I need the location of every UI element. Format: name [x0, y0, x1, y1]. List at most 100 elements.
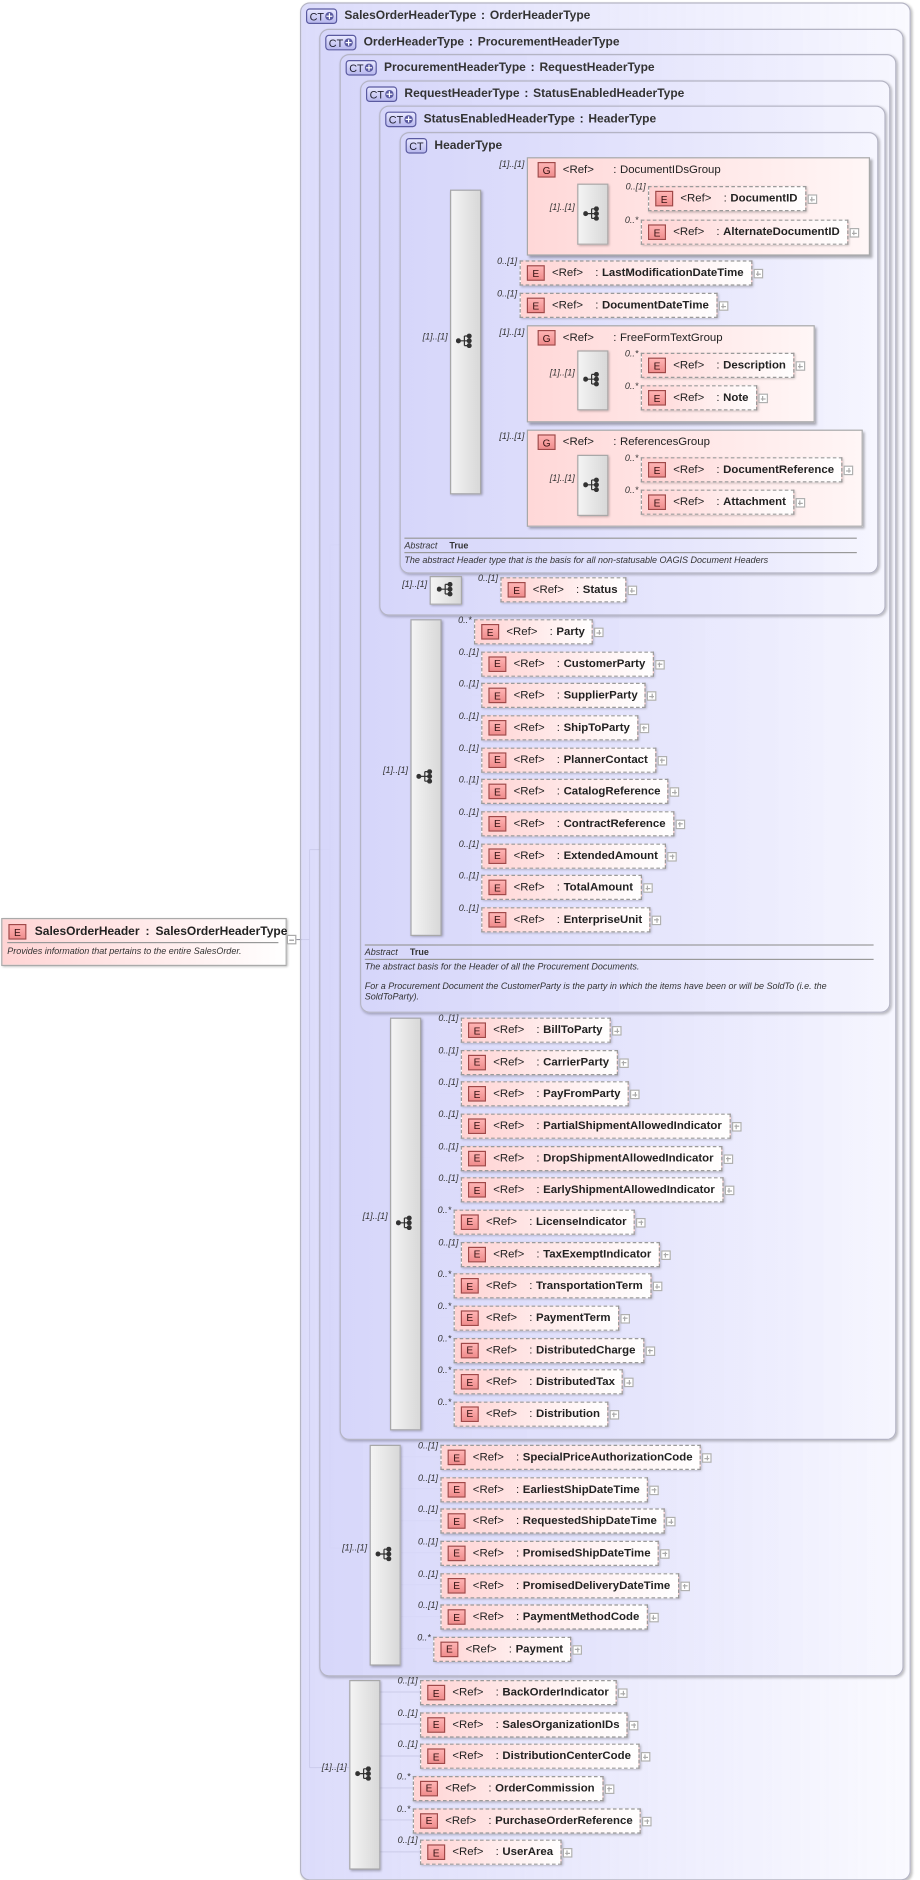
- expand-icon[interactable]: [679, 1581, 690, 1591]
- complex-type-header[interactable]: CT StatusEnabledHeaderType: HeaderType: [385, 111, 656, 128]
- expand-icon[interactable]: [723, 1153, 733, 1164]
- element-box[interactable]: E <Ref>: CustomerParty: [481, 651, 665, 677]
- element-box[interactable]: E <Ref>: ExtendedAmount: [481, 843, 678, 869]
- expand-icon[interactable]: [562, 1848, 573, 1858]
- expand-icon[interactable]: [627, 585, 637, 596]
- expand-icon[interactable]: [795, 498, 806, 508]
- expand-icon[interactable]: [645, 1345, 655, 1356]
- element-box[interactable]: E <Ref>: TransportationTerm: [453, 1273, 663, 1299]
- element-box[interactable]: E <Ref>: BillToParty: [460, 1017, 622, 1043]
- element-box[interactable]: E <Ref>: Status: [500, 577, 637, 603]
- expand-icon[interactable]: [660, 1249, 671, 1260]
- expand-icon[interactable]: [660, 1549, 670, 1559]
- element-box[interactable]: E <Ref>: UserArea: [420, 1839, 573, 1866]
- expand-icon[interactable]: [630, 1089, 640, 1100]
- element-box[interactable]: E <Ref>: PurchaseOrderReference: [412, 1807, 652, 1834]
- expand-icon[interactable]: [618, 1688, 629, 1699]
- expand-icon[interactable]: [636, 1217, 646, 1228]
- element-box[interactable]: E <Ref>: SupplierParty: [481, 683, 657, 709]
- element-box[interactable]: E <Ref>: EnterpriseUnit: [481, 907, 662, 933]
- sequence-compositor[interactable]: [577, 454, 609, 516]
- element-box[interactable]: E <Ref>: SalesOrganizationIDs: [420, 1711, 639, 1738]
- complex-type-header[interactable]: CT RequestHeaderType: StatusEnabledHeaderT…: [366, 86, 684, 103]
- expand-icon[interactable]: [620, 1313, 630, 1324]
- expand-icon[interactable]: [618, 1057, 629, 1068]
- element-box[interactable]: E <Ref>: Payment: [433, 1636, 583, 1662]
- element-box[interactable]: E <Ref>: PaymentTerm: [453, 1305, 630, 1331]
- element-box[interactable]: E <Ref>: PlannerContact: [481, 747, 668, 773]
- sequence-compositor[interactable]: [410, 619, 442, 937]
- sequence-compositor[interactable]: [369, 1444, 401, 1666]
- sequence-compositor[interactable]: [429, 576, 463, 605]
- element-box[interactable]: E <Ref>: PayFromParty: [460, 1081, 640, 1107]
- element-box[interactable]: E <Ref>: DistributionCenterCode: [420, 1743, 651, 1770]
- element-box[interactable]: E <Ref>: DocumentDateTime: [519, 292, 729, 318]
- expand-icon[interactable]: [624, 1377, 635, 1388]
- expand-icon[interactable]: [642, 883, 653, 894]
- complex-type-header[interactable]: CT OrderHeaderType: ProcurementHeaderType: [325, 34, 620, 51]
- expand-icon[interactable]: [795, 361, 806, 371]
- element-box[interactable]: E <Ref>: Attachment: [640, 489, 806, 515]
- element-box[interactable]: E <Ref>: EarliestShipDateTime: [440, 1476, 659, 1502]
- expand-icon[interactable]: [702, 1453, 712, 1463]
- expand-icon[interactable]: [612, 1026, 622, 1036]
- element-box[interactable]: E <Ref>: DistributedTax: [453, 1369, 635, 1395]
- expand-icon[interactable]: [609, 1409, 620, 1420]
- expand-icon[interactable]: [843, 465, 854, 476]
- element-box[interactable]: E <Ref>: DistributedCharge: [453, 1337, 655, 1363]
- expand-icon[interactable]: [647, 691, 657, 702]
- complex-type-header[interactable]: CT HeaderType: [405, 138, 502, 154]
- expand-icon[interactable]: [667, 851, 678, 862]
- element-box[interactable]: E <Ref>: PromisedShipDateTime: [440, 1540, 670, 1566]
- sequence-compositor[interactable]: [577, 350, 609, 411]
- expand-icon[interactable]: [675, 819, 685, 830]
- sequence-compositor[interactable]: [349, 1680, 381, 1870]
- element-box[interactable]: E <Ref>: DropShipmentAllowedIndicator: [460, 1145, 733, 1171]
- expand-icon[interactable]: [639, 723, 650, 734]
- expand-icon[interactable]: [807, 194, 817, 205]
- root-element-box[interactable]: E SalesOrderHeader : SalesOrderHeaderTyp…: [1, 918, 287, 967]
- complex-type-header[interactable]: CT SalesOrderHeaderType: OrderHeaderType: [306, 8, 590, 24]
- element-box[interactable]: E <Ref>: Party: [474, 619, 605, 645]
- element-box[interactable]: E <Ref>: CarrierParty: [460, 1049, 629, 1075]
- element-box[interactable]: E <Ref>: PartialShipmentAllowedIndicator: [460, 1113, 741, 1139]
- expand-icon[interactable]: [753, 268, 763, 279]
- element-box[interactable]: E <Ref>: TotalAmount: [481, 875, 653, 901]
- expand-icon[interactable]: [731, 1121, 741, 1132]
- sequence-compositor[interactable]: [390, 1017, 422, 1431]
- element-box[interactable]: E <Ref>: CatalogReference: [481, 779, 680, 805]
- expand-icon[interactable]: [657, 755, 668, 766]
- element-box[interactable]: E <Ref>: EarlyShipmentAllowedIndicator: [460, 1177, 735, 1203]
- element-box[interactable]: E <Ref>: ShipToParty: [481, 715, 650, 741]
- sequence-compositor[interactable]: [450, 189, 482, 495]
- collapse-icon[interactable]: [286, 934, 297, 945]
- element-box[interactable]: E <Ref>: TaxExemptIndicator: [460, 1241, 671, 1267]
- expand-icon[interactable]: [594, 627, 605, 638]
- element-box[interactable]: E <Ref>: DocumentReference: [640, 457, 854, 483]
- element-box[interactable]: E <Ref>: SpecialPriceAuthorizationCode: [440, 1444, 712, 1470]
- element-box[interactable]: E <Ref>: DocumentID: [648, 186, 817, 212]
- expand-icon[interactable]: [758, 393, 768, 404]
- element-box[interactable]: E <Ref>: PaymentMethodCode: [440, 1604, 659, 1630]
- expand-icon[interactable]: [642, 1816, 652, 1826]
- expand-icon[interactable]: [649, 1485, 659, 1495]
- expand-icon[interactable]: [629, 1720, 639, 1730]
- element-box[interactable]: E <Ref>: ContractReference: [481, 811, 685, 837]
- sequence-compositor[interactable]: [577, 183, 609, 245]
- element-box[interactable]: E <Ref>: Description: [640, 352, 806, 378]
- element-box[interactable]: E <Ref>: RequestedShipDateTime: [440, 1508, 677, 1534]
- complex-type-header[interactable]: CT ProcurementHeaderType: RequestHeaderTyp…: [345, 60, 655, 76]
- element-box[interactable]: E <Ref>: OrderCommission: [412, 1775, 614, 1802]
- expand-icon[interactable]: [572, 1645, 583, 1655]
- element-box[interactable]: E <Ref>: Distribution: [453, 1401, 620, 1427]
- expand-icon[interactable]: [651, 915, 662, 926]
- expand-icon[interactable]: [652, 1281, 663, 1292]
- expand-icon[interactable]: [666, 1517, 677, 1527]
- element-box[interactable]: E <Ref>: PromisedDeliveryDateTime: [440, 1572, 690, 1598]
- element-box[interactable]: E <Ref>: LicenseIndicator: [453, 1209, 646, 1235]
- element-box[interactable]: E <Ref>: Note: [640, 385, 768, 411]
- expand-icon[interactable]: [718, 301, 729, 311]
- expand-icon[interactable]: [724, 1185, 735, 1196]
- expand-icon[interactable]: [604, 1784, 614, 1794]
- expand-icon[interactable]: [640, 1752, 651, 1762]
